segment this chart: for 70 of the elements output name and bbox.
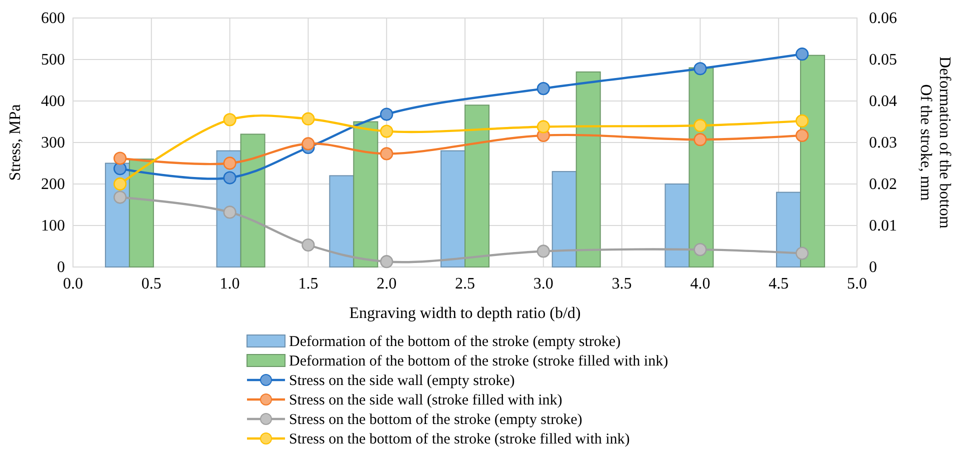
point (796, 114, 809, 128)
legend-label: Stress on the side wall (empty stroke) (289, 373, 515, 389)
point (113, 152, 127, 165)
point (380, 147, 394, 160)
y2-tick-label: 0.02 (869, 176, 897, 194)
point (536, 244, 550, 258)
bar (329, 175, 354, 268)
legend-label: Stress on the side wall (stroke filled with ink) (289, 392, 562, 408)
point (302, 238, 315, 252)
point (796, 246, 809, 260)
y2-tick-label: 0.03 (869, 134, 897, 152)
legend-label: Deformation of the bottom of the stroke (empty stroke) (289, 334, 621, 350)
point (694, 62, 707, 76)
y-tick-label: 100 (41, 218, 65, 235)
point (694, 243, 707, 256)
x-axis-title: Engraving width to depth ratio (b/d) (349, 305, 581, 322)
point (302, 112, 315, 126)
point (796, 48, 809, 61)
y-tick-label: 300 (41, 134, 65, 152)
point (302, 137, 315, 150)
y2-tick-label: 0.04 (869, 93, 897, 110)
point (536, 82, 550, 96)
point (223, 206, 236, 219)
point (380, 124, 394, 138)
point (113, 177, 127, 191)
x-tick-label: 0.5 (141, 275, 162, 292)
y-axis-title: Stress, MPa (7, 104, 24, 181)
bar (353, 121, 378, 268)
y-tick-label: 600 (41, 10, 65, 28)
bar (552, 171, 577, 268)
y2-tick-label: 0.06 (869, 10, 897, 28)
y2-tick-label: 0.01 (869, 218, 897, 235)
bar (576, 71, 601, 268)
bar (240, 134, 266, 268)
bar (128, 158, 154, 268)
y2-tick-label: 0 (869, 259, 877, 276)
point (694, 118, 707, 132)
y2-axis-title: Deformation of the bottom Of the stroke, mm (916, 56, 953, 230)
y2-tick-label: 0.05 (869, 52, 897, 69)
legend-label: Stress on the bottom of the stroke (empty stroke) (289, 412, 582, 428)
bar (664, 184, 690, 268)
x-tick-label: 1.0 (220, 275, 240, 292)
point (113, 190, 127, 204)
legend-label: Stress on the bottom of the stroke (stroke filled with ink) (289, 432, 630, 448)
x-tick-label: 5.0 (847, 275, 867, 292)
point (694, 133, 707, 146)
x-tick-label: 2.0 (376, 275, 397, 292)
point (223, 156, 236, 170)
x-tick-label: 2.5 (455, 275, 475, 292)
x-tick-label: 0.0 (63, 275, 83, 292)
point (380, 255, 394, 268)
point (223, 171, 236, 184)
y-tick-label: 0 (57, 259, 65, 276)
bar (776, 192, 802, 268)
point (536, 120, 550, 134)
bar (464, 104, 490, 268)
point (380, 108, 394, 121)
x-tick-label: 3.0 (533, 275, 554, 292)
y-tick-label: 500 (41, 52, 65, 69)
y-tick-label: 400 (41, 93, 65, 110)
x-tick-label: 4.5 (768, 275, 789, 292)
x-tick-label: 4.0 (690, 275, 710, 292)
y-tick-label: 200 (41, 176, 65, 194)
point (796, 128, 809, 142)
bar (800, 54, 826, 268)
legend-label: Deformation of the bottom of the stroke (stroke filled with ink) (289, 354, 668, 370)
x-tick-label: 1.5 (298, 275, 318, 292)
bar (440, 150, 466, 268)
point (223, 113, 236, 126)
x-tick-label: 3.5 (612, 275, 632, 292)
